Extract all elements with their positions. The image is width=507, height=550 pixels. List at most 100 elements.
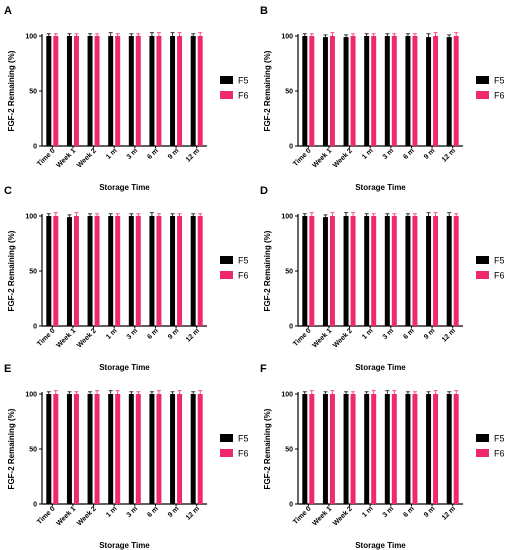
- y-tick-label: 0: [289, 502, 293, 509]
- bar-f6: [350, 216, 356, 326]
- bar-f6: [135, 394, 141, 504]
- bar-f5: [66, 394, 72, 504]
- x-axis-label: Storage Time: [355, 541, 406, 550]
- bar-f6: [453, 216, 459, 326]
- bar-f5: [108, 216, 114, 326]
- bar-f6: [94, 394, 100, 504]
- legend-swatch-f5: [220, 76, 233, 84]
- bar-f5: [128, 216, 134, 326]
- bar-f5: [426, 216, 432, 326]
- y-tick-label: 0: [33, 144, 37, 151]
- bar-f6: [453, 36, 459, 146]
- legend-label-f6: F6: [494, 449, 505, 459]
- bar-f6: [350, 36, 356, 146]
- x-tick-label: 12 m: [185, 327, 201, 343]
- y-axis-label: FGF-2 Remaining (%): [7, 230, 16, 311]
- bar-f5: [343, 394, 349, 504]
- bar-f6: [309, 36, 315, 146]
- bar-f5: [446, 394, 452, 504]
- bar-f6: [412, 394, 418, 504]
- legend-swatch-f6: [220, 449, 233, 457]
- x-axis-label: Storage Time: [99, 183, 150, 192]
- y-tick-label: 0: [33, 502, 37, 509]
- y-tick-label: 100: [281, 392, 293, 399]
- panel-letter: C: [4, 185, 12, 197]
- chart-panel-b: B FGF-2 Remaining (%) Storage Time 0 50 100 Ti…: [260, 5, 505, 192]
- y-axis-label: FGF-2 Remaining (%): [7, 408, 16, 489]
- bar-f5: [302, 394, 308, 504]
- x-tick-label: 3 m: [126, 147, 139, 160]
- bar-f5: [170, 36, 176, 146]
- x-tick-label: 9 m: [423, 505, 436, 518]
- bar-f5: [322, 217, 328, 326]
- x-tick-label: Time 0: [36, 147, 57, 168]
- bar-f5: [343, 216, 349, 326]
- bar-f6: [73, 394, 79, 504]
- bar-f5: [384, 394, 390, 504]
- x-tick-label: 3 m: [382, 147, 395, 160]
- bar-f5: [149, 394, 155, 504]
- legend-label-f6: F6: [494, 91, 505, 101]
- bar-f6: [115, 36, 121, 146]
- x-tick-label: 6 m: [146, 147, 159, 160]
- bar-f6: [73, 216, 79, 326]
- x-tick-label: Time 0: [36, 505, 57, 526]
- bar-f6: [73, 36, 79, 146]
- x-tick-label: 3 m: [126, 327, 139, 340]
- x-tick-label: 3 m: [382, 327, 395, 340]
- legend-swatch-f6: [220, 91, 233, 99]
- bar-f6: [412, 216, 418, 326]
- x-tick-label: Week 2: [76, 327, 98, 349]
- legend-label-f5: F5: [238, 256, 249, 266]
- bar-f6: [177, 394, 183, 504]
- x-tick-label: Time 0: [292, 505, 313, 526]
- x-tick-label: 1 m: [361, 147, 374, 160]
- x-tick-label: 9 m: [167, 505, 180, 518]
- bar-f6: [371, 216, 377, 326]
- x-tick-label: Week 1: [311, 147, 333, 169]
- bar-f5: [190, 36, 196, 146]
- bar-f5: [190, 394, 196, 504]
- legend-swatch-f6: [476, 91, 489, 99]
- y-tick-label: 100: [25, 392, 37, 399]
- legend-label-f6: F6: [494, 271, 505, 281]
- bar-f6: [350, 394, 356, 504]
- bar-f5: [46, 394, 52, 504]
- legend-label-f5: F5: [238, 76, 249, 86]
- bar-f6: [391, 394, 397, 504]
- y-tick-label: 50: [285, 89, 293, 96]
- x-tick-label: Week 1: [55, 505, 77, 527]
- bar-f5: [108, 394, 114, 504]
- legend-label-f6: F6: [238, 271, 249, 281]
- x-tick-label: 6 m: [402, 147, 415, 160]
- x-tick-label: 12 m: [441, 147, 457, 163]
- x-tick-label: 1 m: [105, 327, 118, 340]
- x-tick-label: 12 m: [441, 505, 457, 521]
- x-tick-label: 9 m: [423, 327, 436, 340]
- y-tick-label: 0: [289, 144, 293, 151]
- bar-f6: [433, 216, 439, 326]
- bar-f6: [94, 216, 100, 326]
- bar-f6: [433, 394, 439, 504]
- y-tick-label: 100: [25, 34, 37, 41]
- x-tick-label: Week 2: [76, 147, 98, 169]
- bar-f5: [108, 36, 114, 146]
- bar-f5: [364, 216, 370, 326]
- x-tick-label: Week 1: [311, 327, 333, 349]
- chart-panel-c: C FGF-2 Remaining (%) Storage Time 0 50 100 Ti…: [4, 185, 249, 372]
- y-tick-label: 50: [29, 269, 37, 276]
- y-axis-label: FGF-2 Remaining (%): [7, 50, 16, 131]
- y-tick-label: 50: [29, 447, 37, 454]
- bar-f6: [309, 394, 315, 504]
- bar-f6: [371, 36, 377, 146]
- x-tick-label: 6 m: [402, 505, 415, 518]
- y-tick-label: 50: [285, 447, 293, 454]
- legend-swatch-f6: [476, 271, 489, 279]
- y-tick-label: 0: [33, 324, 37, 331]
- y-tick-label: 100: [25, 214, 37, 221]
- x-tick-label: 9 m: [167, 147, 180, 160]
- x-tick-label: 12 m: [441, 327, 457, 343]
- panel-letter: B: [260, 5, 268, 17]
- y-axis-label: FGF-2 Remaining (%): [263, 50, 272, 131]
- x-tick-label: 6 m: [146, 327, 159, 340]
